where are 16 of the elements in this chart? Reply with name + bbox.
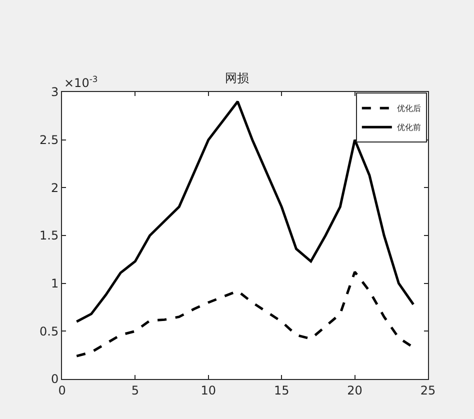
x-tick-label: 15 [274, 383, 290, 398]
y-tick-label: 2.5 [40, 133, 59, 148]
x-tick-label: 20 [347, 383, 362, 398]
x-tick-label: 5 [131, 383, 140, 398]
y-tick-label: 2 [50, 180, 59, 195]
chart-title: 网损 [225, 71, 249, 85]
x-tick-label: 25 [420, 383, 436, 398]
y-tick-label: 0 [50, 372, 59, 386]
legend-label: 优化后 [396, 104, 421, 114]
y-tick-label: 1.5 [40, 228, 59, 243]
text: ×10$^{-3}$ [64, 74, 98, 90]
y-tick-label: 1 [50, 276, 59, 291]
x-tick-label: 10 [200, 383, 216, 398]
legend-label: 优化前 [396, 123, 421, 132]
y-tick-label: 0.5 [40, 324, 59, 338]
y-tick-label: 3 [50, 85, 59, 100]
